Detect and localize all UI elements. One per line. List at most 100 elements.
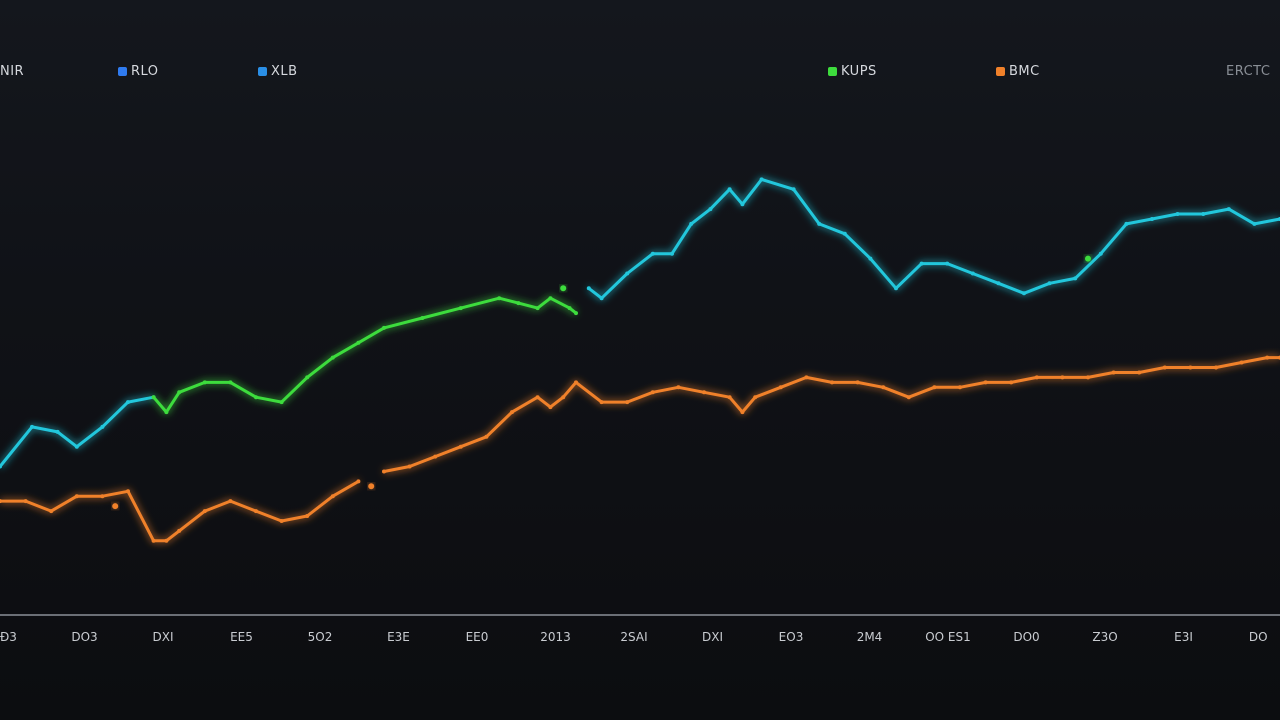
legend-item: BMC bbox=[996, 64, 1040, 79]
x-tick-label: DO bbox=[1248, 630, 1268, 644]
x-tick-label: E3E bbox=[387, 630, 410, 644]
data-point bbox=[1137, 370, 1142, 375]
data-point bbox=[906, 395, 911, 400]
data-marker bbox=[1085, 255, 1091, 262]
data-point bbox=[202, 509, 207, 514]
data-point bbox=[74, 494, 79, 499]
series-line bbox=[383, 356, 1280, 473]
x-tick-label: OO ES1 bbox=[925, 630, 971, 644]
data-point bbox=[958, 385, 962, 390]
data-point bbox=[791, 187, 796, 192]
data-point bbox=[727, 395, 732, 400]
x-tick-label: DXI bbox=[152, 630, 174, 644]
data-point bbox=[330, 494, 335, 499]
data-point bbox=[945, 261, 950, 266]
data-point bbox=[586, 286, 591, 291]
data-point bbox=[599, 400, 604, 405]
data-point bbox=[804, 375, 809, 380]
data-point bbox=[842, 231, 847, 236]
legend-label: KUPS bbox=[841, 64, 877, 79]
legend-item: XLB bbox=[258, 64, 298, 79]
data-point bbox=[420, 316, 425, 320]
data-point bbox=[778, 385, 783, 390]
data-point bbox=[881, 385, 886, 390]
data-point bbox=[1034, 375, 1039, 380]
data-marker bbox=[560, 285, 567, 292]
data-point bbox=[548, 296, 553, 301]
data-point bbox=[1188, 365, 1193, 370]
series-line bbox=[587, 177, 1280, 300]
data-point bbox=[727, 187, 732, 192]
x-tick-label: DO3 bbox=[71, 630, 98, 644]
data-point bbox=[919, 261, 924, 266]
data-point bbox=[497, 296, 502, 301]
data-point bbox=[1252, 221, 1257, 226]
legend-item: NIR bbox=[0, 64, 24, 79]
data-point bbox=[305, 375, 310, 380]
legend-label: NIR bbox=[0, 64, 25, 79]
data-point bbox=[894, 286, 898, 291]
data-point bbox=[625, 271, 630, 276]
data-point bbox=[49, 509, 54, 514]
data-point bbox=[279, 400, 284, 405]
data-point bbox=[356, 340, 361, 345]
data-marker bbox=[112, 503, 119, 510]
data-point bbox=[702, 390, 706, 395]
data-point bbox=[305, 514, 310, 518]
data-point bbox=[625, 400, 630, 405]
legend-label: RLO bbox=[131, 64, 159, 79]
x-tick-label: Z3O bbox=[1092, 630, 1118, 644]
data-point bbox=[650, 251, 655, 256]
data-point bbox=[177, 390, 182, 395]
legend-label: XLB bbox=[271, 64, 298, 79]
x-tick-label: EO3 bbox=[778, 630, 804, 644]
data-point bbox=[356, 479, 361, 484]
data-point bbox=[458, 444, 463, 449]
data-point bbox=[484, 434, 489, 439]
data-point bbox=[689, 221, 694, 226]
data-point bbox=[830, 380, 834, 385]
data-point bbox=[151, 395, 156, 400]
data-point bbox=[1124, 221, 1129, 226]
data-point bbox=[1111, 370, 1116, 375]
data-point bbox=[676, 385, 681, 390]
data-point bbox=[228, 499, 233, 504]
data-point bbox=[708, 207, 713, 212]
legend-label: ERCTC bbox=[1226, 64, 1271, 79]
legend-swatch bbox=[996, 67, 1005, 76]
data-point bbox=[535, 395, 540, 400]
data-point bbox=[1201, 212, 1206, 216]
data-point bbox=[599, 296, 604, 301]
data-point bbox=[817, 221, 822, 226]
data-point bbox=[458, 306, 463, 311]
data-point bbox=[177, 528, 182, 533]
data-point bbox=[279, 519, 284, 523]
data-point bbox=[382, 325, 386, 330]
data-point bbox=[0, 464, 2, 469]
data-point bbox=[1239, 360, 1244, 365]
data-point bbox=[202, 380, 207, 385]
data-point bbox=[970, 271, 975, 276]
data-point bbox=[1226, 207, 1231, 212]
x-tick-label: EE0 bbox=[465, 630, 489, 644]
data-point bbox=[433, 454, 438, 459]
data-point bbox=[510, 410, 514, 415]
data-point bbox=[23, 499, 28, 504]
data-point bbox=[574, 311, 578, 316]
data-point bbox=[407, 464, 412, 469]
data-point bbox=[983, 380, 988, 385]
data-point bbox=[254, 395, 258, 400]
data-point bbox=[382, 469, 386, 474]
data-point bbox=[228, 380, 233, 385]
data-point bbox=[1162, 365, 1167, 370]
data-point bbox=[650, 390, 655, 395]
data-point bbox=[753, 395, 758, 400]
data-point bbox=[759, 177, 764, 182]
series-line bbox=[0, 395, 154, 468]
legend-label: BMC bbox=[1009, 64, 1040, 79]
data-point bbox=[561, 395, 566, 400]
data-point bbox=[1175, 212, 1180, 216]
x-tick-label: Ð3 bbox=[0, 630, 17, 644]
data-point bbox=[100, 494, 105, 499]
legend-item: RLO bbox=[118, 64, 159, 79]
